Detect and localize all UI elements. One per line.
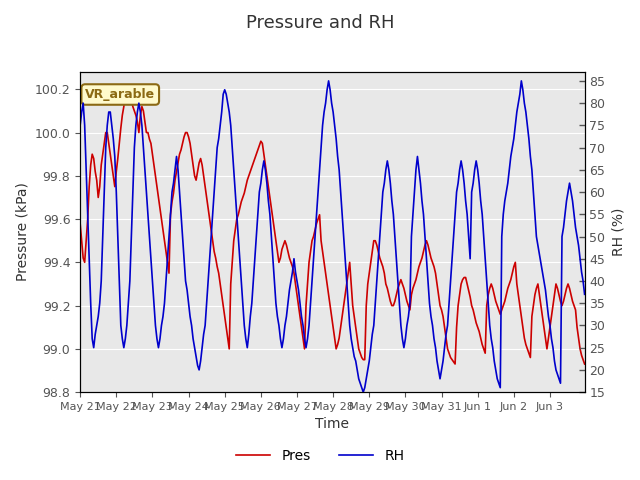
Pres xyxy=(451,361,459,367)
Text: Pressure and RH: Pressure and RH xyxy=(246,14,394,33)
Y-axis label: Pressure (kPa): Pressure (kPa) xyxy=(15,182,29,281)
Y-axis label: RH (%): RH (%) xyxy=(611,208,625,256)
RH xyxy=(188,323,195,328)
RH xyxy=(362,376,370,382)
RH xyxy=(360,389,367,395)
Pres xyxy=(189,162,197,168)
RH xyxy=(580,291,588,297)
Text: VR_arable: VR_arable xyxy=(85,88,156,101)
X-axis label: Time: Time xyxy=(316,418,349,432)
Pres xyxy=(580,361,588,367)
Pres xyxy=(83,238,90,243)
Pres xyxy=(498,307,506,313)
Pres xyxy=(76,220,84,226)
Pres xyxy=(492,299,500,304)
RH xyxy=(498,234,506,240)
Line: Pres: Pres xyxy=(80,85,584,364)
RH xyxy=(492,367,500,373)
RH xyxy=(83,167,90,173)
RH xyxy=(227,122,235,128)
RH xyxy=(324,78,332,84)
Pres xyxy=(123,82,131,88)
Pres xyxy=(228,260,236,265)
Line: RH: RH xyxy=(80,81,584,392)
Legend: Pres, RH: Pres, RH xyxy=(230,443,410,468)
Pres xyxy=(361,357,369,362)
RH xyxy=(76,122,84,128)
